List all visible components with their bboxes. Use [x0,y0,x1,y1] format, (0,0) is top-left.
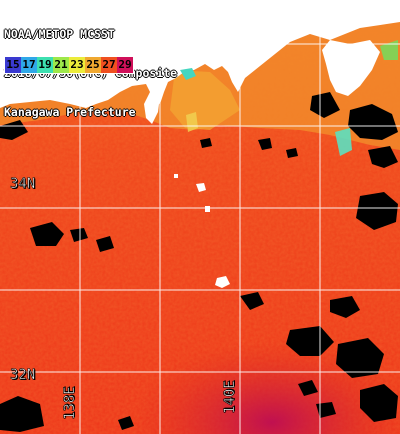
cold-patch-north-c [380,40,398,60]
land-kozu-island [174,174,178,178]
legend-cell: 17 [21,57,37,73]
warm-water-south [0,200,400,434]
land-toshima-island [205,206,210,212]
lon-label-138e: 138E [62,386,79,420]
cloud-masks [0,92,398,432]
warm-coast-yellow [186,112,198,132]
legend-cell: 19 [37,57,53,73]
land-miyake-island [215,276,230,288]
legend-cell: 27 [101,57,117,73]
land-izu-peninsula [144,92,160,124]
legend-cell: 15 [5,57,21,73]
legend-cell: 21 [53,57,69,73]
cold-patch-north-b [335,128,352,156]
land-oshima-island [196,183,206,192]
legend-cell: 29 [117,57,133,73]
cold-patch-north-a [180,68,196,80]
legend-cell: 25 [85,57,101,73]
lon-label-140e: 140E [222,380,239,414]
legend-cell: 23 [69,57,85,73]
lat-label-34n: 34N [10,176,36,193]
title-region: Kanagawa Prefecture [4,105,136,119]
title-source: NOAA/METOP MCSST [4,27,115,41]
land-boso-peninsula [322,40,380,96]
land-honshu [0,0,400,108]
lat-label-32n: 32N [10,367,36,384]
temperature-legend: 15 17 19 21 23 25 27 29 [4,56,134,74]
